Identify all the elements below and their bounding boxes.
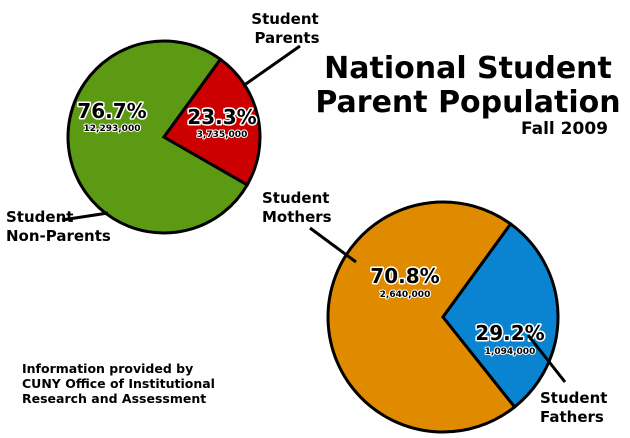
pie1-non-parents-count: 12,293,000 [84,124,141,134]
pie2-mothers-leader-line [309,226,357,264]
chart-subtitle: Fall 2009 [521,119,608,139]
pie2-mothers-label-line-1: Student [262,189,329,207]
pie1-parents-count: 3,735,000 [197,130,248,140]
chart-title-line-2: Parent Population [315,85,620,120]
pie-parent-gender: 70.8% 2,640,000 29.2% 1,094,000 Student … [262,189,607,434]
pie1-non-parents-label-line-1: Student [6,208,73,226]
pie1-slice-parents [161,57,262,187]
pie1-non-parents-percent: 76.7% [77,99,146,123]
pie2-slice-mothers [326,200,517,434]
pie2-mothers-percent: 70.8% [370,264,439,288]
pie-parents: 76.7% 12,293,000 23.3% 3,735,000 Student… [6,10,320,245]
pie2-fathers-label-line-2: Fathers [540,408,604,426]
pie1-non-parents-leader-line [61,211,109,222]
source-note-line-3: Research and Assessment [22,391,206,406]
pie2-mothers-count: 2,640,000 [380,290,431,300]
pie2-fathers-label-line-1: Student [540,389,607,407]
pie2-fathers-count: 1,094,000 [485,347,536,357]
pie2-fathers-leader-line [526,334,567,383]
pie1-parents-label-line-1: Student [251,10,318,28]
chart-title-line-1: National Student [324,51,612,86]
source-note-line-1: Information provided by [22,361,193,376]
pie2-slice-fathers [441,221,560,410]
pie1-parents-leader-line [242,44,301,88]
pie2-mothers-label-line-2: Mothers [262,208,332,226]
pie1-non-parents-label-line-2: Non-Parents [6,227,111,245]
pie1-parents-percent: 23.3% [187,105,256,129]
source-note-line-2: CUNY Office of Institutional [22,376,215,391]
pie1-slice-non-parents [66,39,250,235]
pie1-parents-label-line-2: Parents [254,29,319,47]
